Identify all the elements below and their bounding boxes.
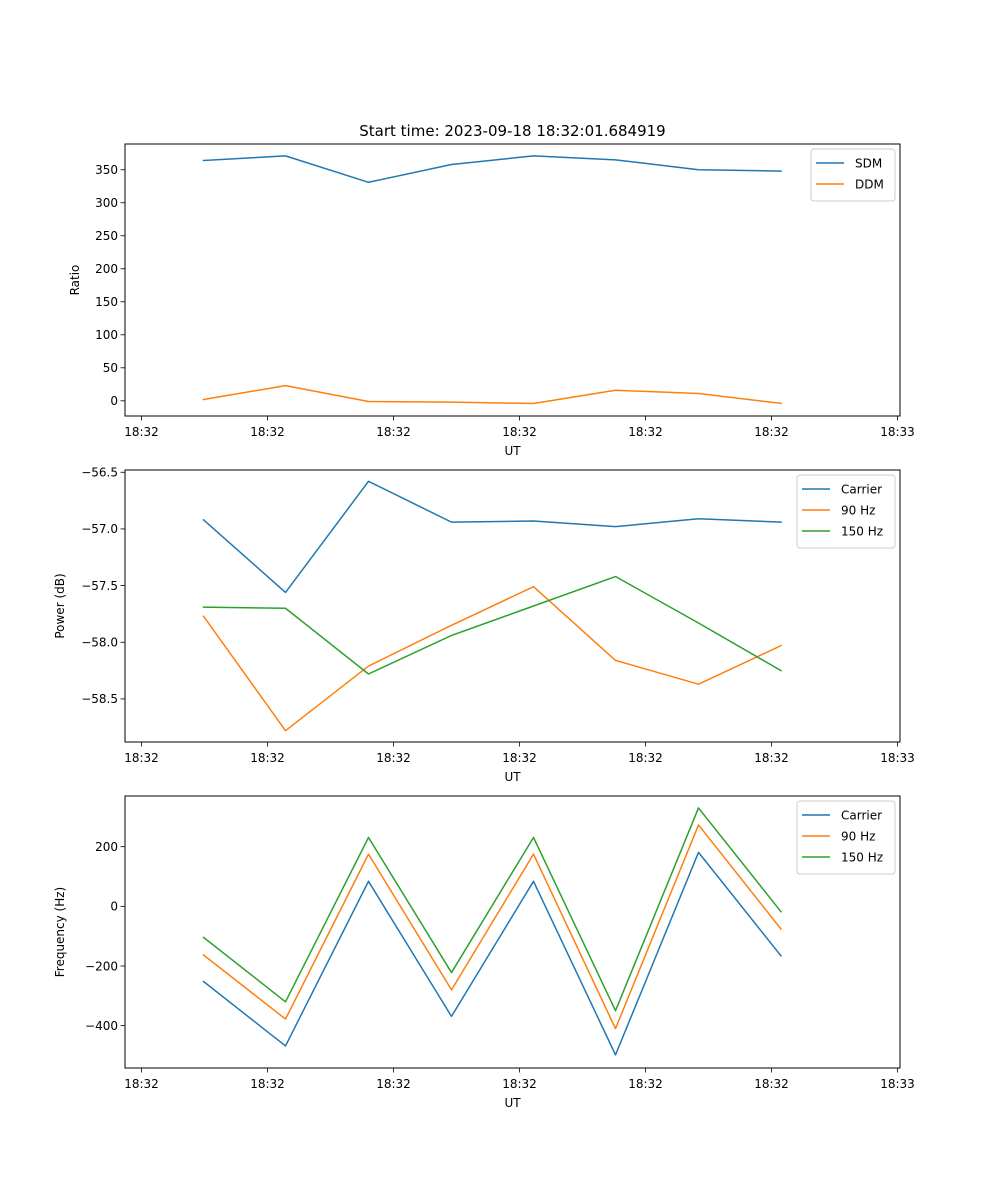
legend-box	[796, 474, 896, 549]
x-tick-label: 18:32	[628, 1077, 663, 1091]
y-axis-label: Frequency (Hz)	[53, 887, 67, 978]
series-line-carrier	[202, 480, 782, 594]
y-axis-label: Ratio	[68, 265, 82, 296]
series-line-ddm	[202, 384, 782, 405]
y-tick-label: 0	[110, 394, 118, 408]
series-line-150-hz	[202, 807, 783, 1012]
legend: Carrier 90 Hz 150 Hz	[796, 474, 896, 549]
legend: SDM DDM	[810, 148, 896, 202]
legend-box	[810, 148, 896, 202]
y-tick-label: 300	[95, 196, 118, 210]
y-tick-label: −57.0	[81, 522, 118, 536]
legend-box	[796, 800, 896, 875]
x-tick-label: 18:32	[376, 751, 411, 765]
chart-panel-1: 18:32 18:32 18:32 18:32 18:32 18:32 18:33 0 50 10…	[68, 143, 915, 458]
x-axis-label: UT	[504, 1096, 521, 1110]
x-tick-label: 18:32	[754, 425, 789, 439]
y-tick-label: 200	[95, 262, 118, 276]
y-tick-label: −400	[85, 1019, 118, 1033]
y-tick-label: 250	[95, 229, 118, 243]
x-tick-label: 18:32	[376, 425, 411, 439]
legend-entry-label: 150 Hz	[841, 850, 883, 864]
chart-title: Start time: 2023-09-18 18:32:01.684919	[359, 122, 665, 140]
y-tick-label: −57.5	[81, 579, 118, 593]
chart-panel-2: 18:32 18:32 18:32 18:32 18:32 18:32 18:33 −58.5…	[53, 466, 915, 784]
legend-entry-label: DDM	[855, 177, 884, 191]
x-tick-label: 18:32	[502, 425, 537, 439]
x-axis-label: UT	[504, 770, 521, 784]
y-axis-label: Power (dB)	[53, 573, 67, 638]
x-tick-label: 18:32	[124, 1077, 159, 1091]
x-tick-label: 18:33	[880, 751, 915, 765]
x-tick-label: 18:32	[376, 1077, 411, 1091]
y-tick-label: −58.0	[81, 636, 118, 650]
legend-entry-label: Carrier	[841, 808, 882, 822]
x-tick-label: 18:32	[754, 751, 789, 765]
y-tick-label: −58.5	[81, 692, 118, 706]
legend-entry-label: 90 Hz	[841, 829, 875, 843]
plot-frame	[124, 795, 901, 1069]
legend-entry-label: Carrier	[841, 482, 882, 496]
y-tick-label: 350	[95, 163, 118, 177]
plot-frame	[124, 143, 901, 417]
y-tick-label: 100	[95, 328, 118, 342]
y-tick-label: 200	[95, 840, 118, 854]
series-line-90-hz	[202, 585, 782, 732]
y-tick-label: 150	[95, 295, 118, 309]
x-tick-label: 18:32	[754, 1077, 789, 1091]
series-line-carrier	[202, 851, 783, 1056]
series-line-sdm	[202, 155, 782, 184]
x-tick-label: 18:32	[124, 751, 159, 765]
plot-frame	[124, 469, 901, 743]
legend: Carrier 90 Hz 150 Hz	[796, 800, 896, 875]
legend-entry-label: 90 Hz	[841, 503, 875, 517]
x-tick-label: 18:32	[250, 751, 285, 765]
x-tick-label: 18:32	[502, 1077, 537, 1091]
x-tick-label: 18:32	[250, 425, 285, 439]
series-line-90-hz	[202, 824, 783, 1030]
x-tick-label: 18:32	[628, 751, 663, 765]
y-tick-label: −56.5	[81, 466, 118, 480]
x-tick-label: 18:33	[880, 425, 915, 439]
legend-entry-label: 150 Hz	[841, 524, 883, 538]
series-line-150-hz	[202, 575, 783, 675]
y-tick-label: 0	[110, 900, 118, 914]
x-tick-label: 18:32	[502, 751, 537, 765]
x-tick-label: 18:32	[124, 425, 159, 439]
legend-entry-label: SDM	[855, 156, 882, 170]
x-axis-label: UT	[504, 444, 521, 458]
x-tick-label: 18:32	[250, 1077, 285, 1091]
x-tick-label: 18:33	[880, 1077, 915, 1091]
chart-panel-3: 18:32 18:32 18:32 18:32 18:32 18:32 18:33 −400 −…	[53, 795, 915, 1110]
y-tick-label: 50	[103, 361, 118, 375]
y-tick-label: −200	[85, 959, 118, 973]
x-tick-label: 18:32	[628, 425, 663, 439]
